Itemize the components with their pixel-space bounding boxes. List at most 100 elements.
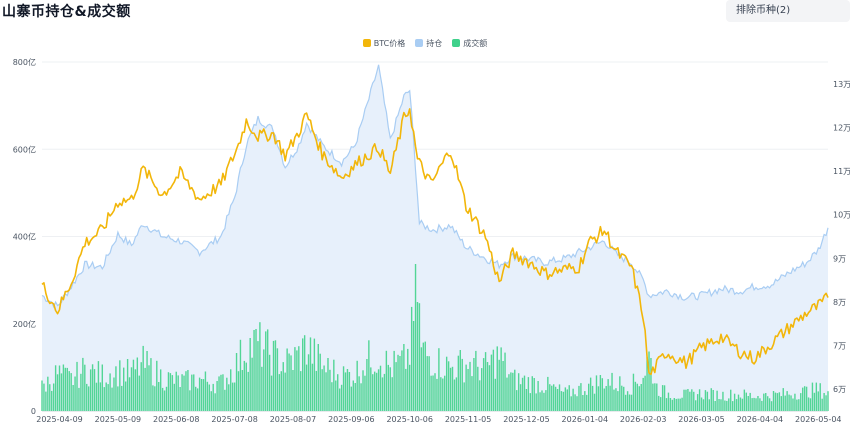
volume-bar <box>572 388 574 411</box>
volume-bar <box>500 347 502 411</box>
volume-bar <box>121 385 123 411</box>
volume-bar <box>204 371 207 411</box>
volume-bar <box>375 372 378 411</box>
volume-bar <box>302 338 304 411</box>
volume-bar <box>311 363 314 411</box>
volume-bar <box>714 401 716 411</box>
volume-bar <box>451 366 454 411</box>
exclude-coins-button[interactable]: 排除币种(2) <box>726 0 850 22</box>
volume-bar <box>634 381 637 411</box>
volume-bar <box>136 357 139 411</box>
volume-bar <box>761 400 763 411</box>
volume-bar <box>475 350 477 411</box>
volume-bar <box>360 383 362 411</box>
volume-bar <box>319 353 321 411</box>
volume-bar <box>198 377 201 411</box>
volume-bar <box>272 340 275 411</box>
volume-bar <box>294 347 296 411</box>
volume-bar <box>726 400 728 411</box>
volume-bar <box>502 361 504 411</box>
volume-bar <box>566 389 568 411</box>
volume-bar <box>101 364 104 411</box>
volume-bar <box>409 364 411 411</box>
volume-bar <box>340 384 343 411</box>
volume-bar <box>370 367 372 411</box>
volume-bar <box>621 385 623 411</box>
volume-bar <box>471 376 473 411</box>
volume-bar <box>247 371 249 411</box>
volume-bar <box>480 368 483 411</box>
left-axis-label: 600亿 <box>13 144 36 154</box>
volume-bar <box>348 372 351 411</box>
volume-bar <box>636 383 639 411</box>
volume-bar <box>325 372 327 411</box>
volume-bar <box>543 392 545 411</box>
volume-bar <box>43 383 45 411</box>
volume-bar <box>159 369 162 411</box>
volume-bar <box>115 366 117 411</box>
volume-bar <box>313 338 316 411</box>
volume-bar <box>782 388 784 411</box>
volume-bar <box>158 382 160 411</box>
volume-bar <box>490 354 493 411</box>
volume-bar <box>356 360 358 411</box>
legend-item-volume[interactable]: 成交额 <box>452 36 487 50</box>
volume-bar <box>210 391 212 411</box>
volume-bar <box>646 357 648 411</box>
right-axis-label: 7万 <box>833 342 846 351</box>
volume-bar <box>597 386 600 411</box>
page-title: 山寨币持仓&成交额 <box>2 4 131 20</box>
volume-bar <box>461 358 463 411</box>
right-axis-label: 9万 <box>833 254 846 263</box>
volume-bar <box>60 373 63 411</box>
volume-bar <box>813 392 816 411</box>
volume-bar <box>447 361 450 411</box>
x-axis-label: 2025-07-08 <box>211 415 258 424</box>
volume-bar <box>772 391 775 411</box>
volume-bar <box>410 306 413 411</box>
volume-bar <box>722 391 724 411</box>
volume-bar <box>815 382 818 411</box>
volume-bar <box>580 383 582 411</box>
volume-bar <box>765 393 767 411</box>
volume-bar <box>49 384 51 411</box>
volume-bar <box>434 373 436 411</box>
volume-bar <box>586 394 588 411</box>
volume-bar <box>459 350 461 411</box>
volume-bar <box>321 369 323 411</box>
volume-bar <box>241 370 244 411</box>
volume-bar <box>578 385 580 411</box>
volume-bar <box>383 373 386 411</box>
volume-bar <box>288 353 290 411</box>
legend-swatch-oi <box>415 39 424 47</box>
legend-item-oi[interactable]: 持仓 <box>415 36 442 50</box>
volume-bar <box>786 391 788 411</box>
volume-bar <box>650 358 652 411</box>
volume-bar <box>418 303 421 411</box>
volume-bar <box>776 393 779 411</box>
volume-bar <box>338 388 341 411</box>
volume-bar <box>591 385 594 411</box>
volume-bar <box>231 382 234 411</box>
volume-bar <box>259 322 261 411</box>
volume-bar <box>113 377 115 411</box>
volume-bar <box>175 371 177 411</box>
volume-bar <box>615 388 617 411</box>
volume-bar <box>290 355 292 411</box>
volume-bar <box>440 377 442 411</box>
legend-item-btc[interactable]: BTC价格 <box>362 36 405 50</box>
volume-bar <box>354 383 356 411</box>
volume-bar <box>68 371 70 411</box>
volume-bar <box>397 354 399 411</box>
volume-bar <box>570 396 572 411</box>
volume-bar <box>377 369 380 411</box>
volume-bar <box>827 391 829 411</box>
volume-bar <box>216 381 218 411</box>
volume-bar <box>385 350 388 411</box>
volume-bar <box>574 394 576 411</box>
volume-bar <box>679 398 681 411</box>
volume-bar <box>212 383 214 411</box>
volume-bar <box>665 398 668 411</box>
volume-bar <box>278 374 281 411</box>
volume-bar <box>751 398 753 411</box>
